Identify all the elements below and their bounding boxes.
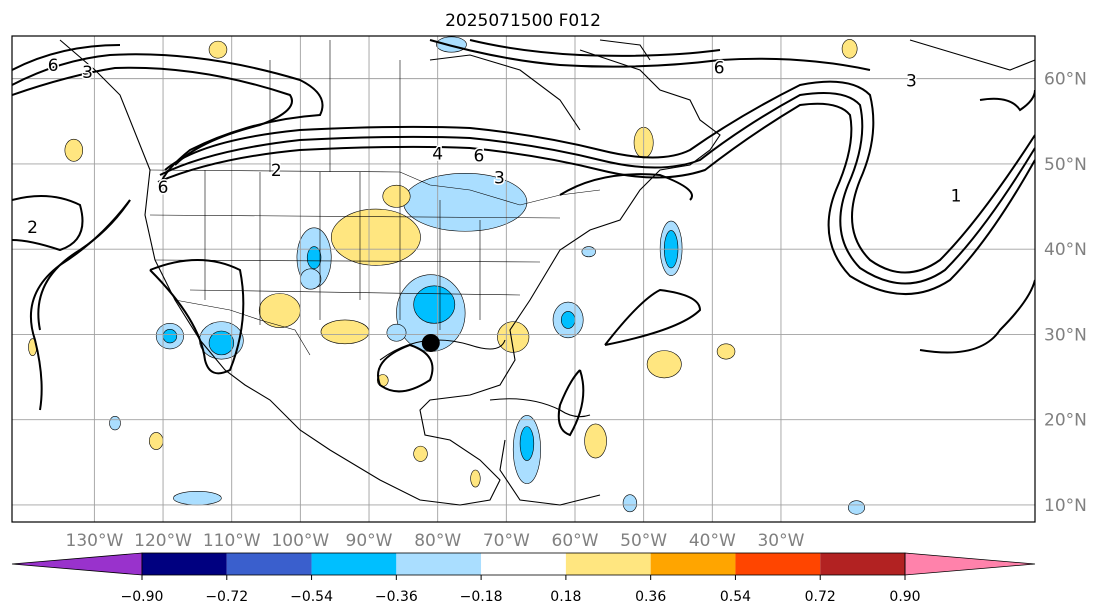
anomaly-patch bbox=[716, 343, 736, 360]
contour-label: 6 bbox=[158, 178, 169, 198]
latitude-label: 40°N bbox=[1044, 240, 1087, 260]
colorbar-extend-low bbox=[11, 552, 143, 576]
anomaly-patch bbox=[622, 494, 638, 513]
colorbar-segment bbox=[142, 553, 227, 575]
longitude-label: 60°W bbox=[552, 531, 599, 551]
anomaly-patch bbox=[173, 491, 222, 506]
anomaly-patch bbox=[413, 285, 456, 324]
colorbar-tick-label: 0.90 bbox=[889, 589, 920, 605]
latitude-label: 60°N bbox=[1044, 70, 1087, 90]
anomaly-patch bbox=[300, 268, 322, 290]
longitude-label: 100°W bbox=[271, 531, 329, 551]
anomaly-patch bbox=[403, 172, 528, 232]
colorbar-segment bbox=[311, 553, 397, 575]
anomaly-patch bbox=[470, 469, 481, 488]
colorbar-tick-label: −0.18 bbox=[460, 589, 503, 605]
contour-label: 1 bbox=[951, 186, 962, 206]
longitude-label: 130°W bbox=[66, 531, 124, 551]
map-title: 2025071500 F012 bbox=[445, 11, 601, 31]
colorbar-segment bbox=[650, 553, 736, 575]
anomaly-patch bbox=[436, 36, 467, 53]
anomaly-patch bbox=[382, 184, 411, 208]
longitude-label: 30°W bbox=[757, 531, 804, 551]
contour-label: 4 bbox=[432, 145, 443, 165]
longitude-labels: 130°W 120°W 110°W 100°W 90°W 80°W 70°W 60°W 50°W… bbox=[66, 531, 805, 551]
latitude-label: 20°N bbox=[1044, 411, 1087, 431]
contour-label: 2 bbox=[271, 161, 282, 181]
longitude-label: 110°W bbox=[203, 531, 261, 551]
colorbar-outline bbox=[141, 552, 906, 576]
anomaly-patch bbox=[162, 329, 178, 344]
colorbar-tick-label: 0.36 bbox=[635, 589, 666, 605]
anomaly-patch bbox=[208, 40, 228, 59]
anomaly-patch bbox=[109, 415, 121, 431]
map-frame bbox=[11, 35, 1036, 523]
colorbar-segment bbox=[481, 553, 566, 575]
anomaly-patch bbox=[847, 500, 866, 515]
longitude-label: 50°W bbox=[620, 531, 667, 551]
latitude-labels: 10°N 20°N 30°N 40°N 50°N 60°N bbox=[1044, 70, 1087, 516]
anomaly-patch bbox=[320, 319, 370, 345]
colorbar-segment bbox=[396, 553, 482, 575]
anomaly-patch bbox=[519, 426, 535, 461]
anomaly-patch bbox=[258, 293, 301, 328]
colorbar-tick-label: −0.36 bbox=[375, 589, 418, 605]
anomaly-contours bbox=[12, 39, 1035, 437]
contour-label: 2 bbox=[27, 218, 38, 238]
anomaly-patch bbox=[64, 138, 84, 162]
anomaly-patch bbox=[560, 311, 576, 329]
colorbar-segment bbox=[226, 553, 312, 575]
contour-label: 3 bbox=[494, 169, 505, 189]
colorbar-tick-label: 0.72 bbox=[805, 589, 836, 605]
anomaly-patch bbox=[584, 423, 607, 459]
contour-label: 6 bbox=[473, 146, 484, 166]
longitude-label: 70°W bbox=[483, 531, 530, 551]
longitude-label: 40°W bbox=[689, 531, 736, 551]
anomaly-patch bbox=[413, 445, 428, 462]
anomaly-patch bbox=[208, 330, 235, 356]
contour-label: 6 bbox=[714, 59, 725, 79]
colorbar-tick-label: −0.54 bbox=[290, 589, 333, 605]
colorbar-tick-label: 0.18 bbox=[550, 589, 581, 605]
longitude-label: 120°W bbox=[134, 531, 192, 551]
anomaly-patch bbox=[386, 323, 407, 342]
colorbar-tick-label: −0.72 bbox=[205, 589, 248, 605]
latitude-label: 30°N bbox=[1044, 325, 1087, 345]
colorbar bbox=[11, 552, 1036, 576]
longitude-label: 90°W bbox=[346, 531, 393, 551]
anomaly-patch bbox=[149, 432, 164, 450]
colorbar-tick-label: 0.54 bbox=[720, 589, 751, 605]
anomaly-patch bbox=[841, 39, 858, 59]
longitude-label: 80°W bbox=[414, 531, 461, 551]
colorbar-tick-label: −0.90 bbox=[121, 589, 164, 605]
latitude-label: 50°N bbox=[1044, 155, 1087, 175]
contour-label: 3 bbox=[906, 71, 917, 91]
colorbar-tick-labels: −0.90 −0.72 −0.54 −0.36 −0.18 0.18 0.36 0.54 0.7… bbox=[121, 575, 921, 605]
political-borders bbox=[149, 40, 601, 356]
colorbar-extend-high bbox=[904, 552, 1036, 576]
contour-label: 6 bbox=[48, 56, 59, 76]
anomaly-patch bbox=[646, 350, 682, 379]
anomaly-patch bbox=[581, 246, 596, 258]
location-marker bbox=[421, 333, 440, 352]
latitude-label: 10°N bbox=[1044, 496, 1087, 516]
contour-label: 3 bbox=[82, 63, 93, 83]
colorbar-segment bbox=[565, 553, 651, 575]
anomaly-patch bbox=[306, 246, 322, 270]
colorbar-segment bbox=[820, 553, 905, 575]
anomaly-patch bbox=[330, 208, 421, 266]
colorbar-segment bbox=[735, 553, 821, 575]
